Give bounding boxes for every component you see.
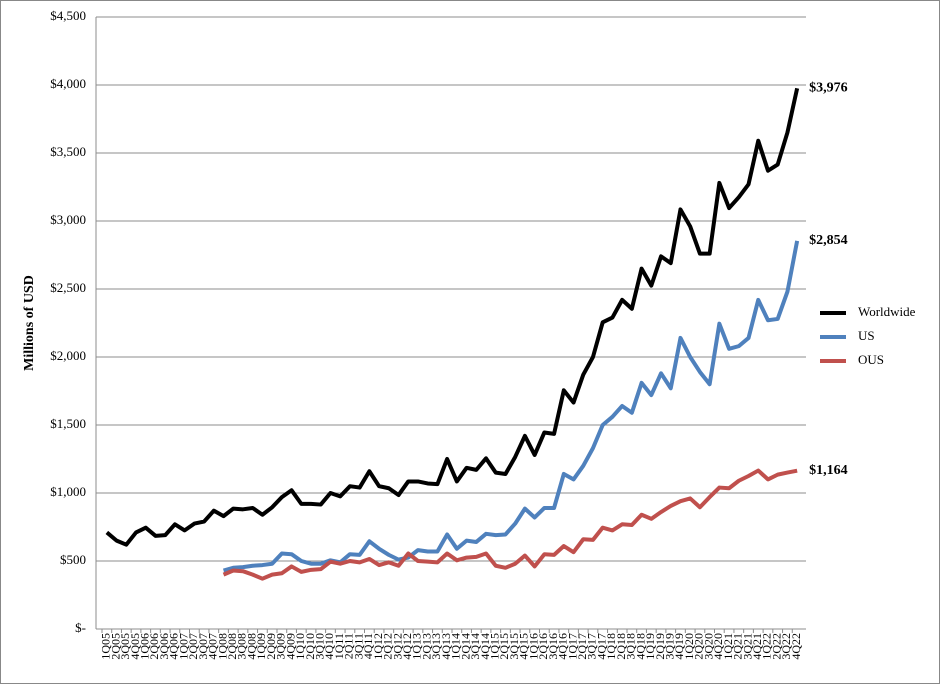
x-tick-label: 1Q16 bbox=[526, 633, 540, 660]
x-tick-label: 2Q05 bbox=[108, 633, 122, 660]
x-tick-label: 1Q06 bbox=[138, 633, 152, 660]
x-tick-label: 4Q08 bbox=[244, 633, 258, 660]
legend-label: Worldwide bbox=[858, 304, 916, 319]
x-tick-label: 2Q15 bbox=[497, 633, 511, 660]
x-tick-label: 4Q06 bbox=[167, 633, 181, 660]
y-tick-label: $- bbox=[75, 620, 86, 635]
x-tick-label: 1Q20 bbox=[682, 633, 696, 660]
x-tick-label: 3Q08 bbox=[235, 633, 249, 660]
x-tick-label: 3Q06 bbox=[157, 633, 171, 660]
value-label: $3,976 bbox=[809, 80, 848, 95]
series-line bbox=[222, 468, 798, 581]
y-tick-label: $3,500 bbox=[50, 144, 86, 159]
x-tick-label: 3Q11 bbox=[351, 633, 365, 659]
x-tick-label: 4Q09 bbox=[283, 633, 297, 660]
x-tick-label: 2Q18 bbox=[614, 633, 628, 660]
x-tick-label: 2Q19 bbox=[653, 633, 667, 660]
x-tick-label: 3Q15 bbox=[507, 633, 521, 660]
x-tick-label: 4Q10 bbox=[322, 633, 336, 660]
y-tick-label: $3,000 bbox=[50, 212, 86, 227]
x-tick-label: 1Q11 bbox=[332, 633, 346, 659]
x-tick-label: 3Q20 bbox=[701, 633, 715, 660]
x-tick-label: 3Q22 bbox=[779, 633, 793, 660]
x-tick-label: 2Q14 bbox=[458, 633, 472, 660]
x-tick-label: 3Q21 bbox=[740, 633, 754, 660]
x-tick-label: 4Q17 bbox=[594, 633, 608, 660]
x-tick-label: 3Q16 bbox=[546, 633, 560, 660]
x-tick-label: 1Q18 bbox=[604, 633, 618, 660]
x-tick-label: 3Q05 bbox=[118, 633, 132, 660]
x-tick-label: 4Q21 bbox=[750, 633, 764, 660]
x-tick-label: 3Q13 bbox=[429, 633, 443, 660]
x-tick-label: 4Q13 bbox=[439, 633, 453, 660]
x-tick-label: 4Q19 bbox=[672, 633, 686, 660]
series-line bbox=[222, 240, 800, 573]
x-tick-label: 3Q17 bbox=[585, 633, 599, 660]
value-label: $2,854 bbox=[809, 233, 848, 248]
x-tick-label: 1Q09 bbox=[254, 633, 268, 660]
x-tick-label: 4Q18 bbox=[633, 633, 647, 660]
x-tick-label: 1Q17 bbox=[565, 633, 579, 660]
y-axis-label: Millions of USD bbox=[22, 275, 37, 371]
y-tick-label: $1,000 bbox=[50, 484, 86, 499]
series-line bbox=[105, 87, 800, 547]
x-tick-label: 2Q16 bbox=[536, 633, 550, 660]
y-tick-label: $2,500 bbox=[50, 280, 86, 295]
x-tick-label: 1Q05 bbox=[99, 633, 113, 660]
y-tick-label: $500 bbox=[60, 552, 86, 567]
x-tick-label: 4Q12 bbox=[400, 633, 414, 660]
x-tick-label: 1Q12 bbox=[371, 633, 385, 660]
x-tick-label: 3Q18 bbox=[624, 633, 638, 660]
x-tick-label: 3Q19 bbox=[663, 633, 677, 660]
x-tick-label: 3Q10 bbox=[313, 633, 327, 660]
x-tick-label: 4Q05 bbox=[128, 633, 142, 660]
x-tick-label: 2Q06 bbox=[147, 633, 161, 660]
x-tick-label: 1Q22 bbox=[760, 633, 774, 660]
x-tick-label: 1Q10 bbox=[293, 633, 307, 660]
x-tick-label: 4Q07 bbox=[206, 633, 220, 660]
x-tick-label: 4Q11 bbox=[361, 633, 375, 659]
x-tick-label: 1Q14 bbox=[449, 633, 463, 660]
x-tick-label: 1Q15 bbox=[488, 633, 502, 660]
x-tick-label: 3Q09 bbox=[274, 633, 288, 660]
x-tick-label: 2Q17 bbox=[575, 633, 589, 660]
x-tick-label: 2Q12 bbox=[381, 633, 395, 660]
y-tick-label: $4,000 bbox=[50, 76, 86, 91]
x-tick-label: 2Q21 bbox=[731, 633, 745, 660]
x-tick-label: 4Q16 bbox=[556, 633, 570, 660]
x-tick-label: 2Q13 bbox=[419, 633, 433, 660]
x-tick-label: 2Q10 bbox=[303, 633, 317, 660]
y-tick-label: $2,000 bbox=[50, 348, 86, 363]
x-tick-label: 2Q07 bbox=[186, 633, 200, 660]
x-tick-label: 1Q19 bbox=[643, 633, 657, 660]
x-tick-label: 4Q22 bbox=[789, 633, 803, 660]
x-tick-label: 4Q14 bbox=[478, 633, 492, 660]
x-tick-label: 1Q13 bbox=[410, 633, 424, 660]
x-tick-label: 2Q09 bbox=[264, 633, 278, 660]
x-tick-label: 2Q11 bbox=[342, 633, 356, 659]
x-tick-label: 3Q14 bbox=[468, 633, 482, 660]
y-tick-label: $1,500 bbox=[50, 416, 86, 431]
y-tick-label: $4,500 bbox=[50, 8, 86, 23]
x-tick-label: 4Q20 bbox=[711, 633, 725, 660]
x-tick-label: 2Q20 bbox=[692, 633, 706, 660]
x-tick-label: 3Q12 bbox=[390, 633, 404, 660]
legend-label: US bbox=[858, 328, 875, 343]
x-tick-label: 1Q08 bbox=[215, 633, 229, 660]
x-tick-label: 4Q15 bbox=[517, 633, 531, 660]
legend-label: OUS bbox=[858, 352, 884, 367]
value-label: $1,164 bbox=[809, 463, 848, 478]
x-tick-label: 3Q07 bbox=[196, 633, 210, 660]
x-tick-label: 2Q08 bbox=[225, 633, 239, 660]
x-tick-label: 2Q22 bbox=[769, 633, 783, 660]
x-tick-label: 1Q21 bbox=[721, 633, 735, 660]
x-tick-label: 1Q07 bbox=[176, 633, 190, 660]
